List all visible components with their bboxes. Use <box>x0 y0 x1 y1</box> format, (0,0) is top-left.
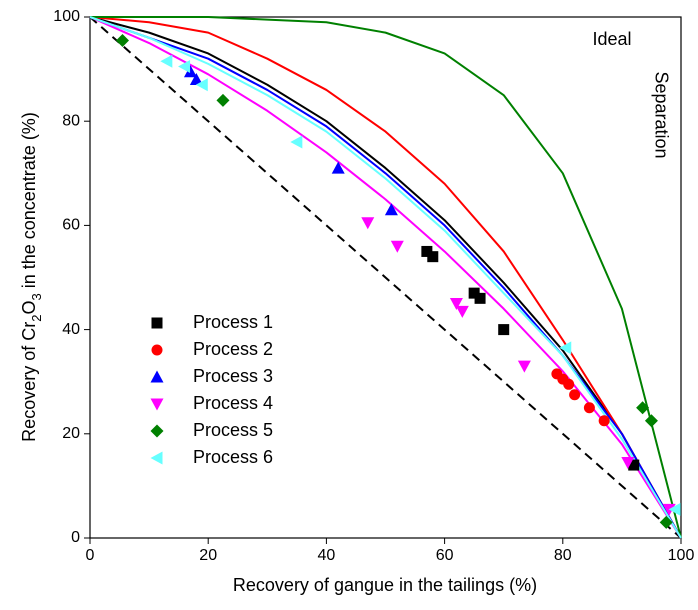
y-tick-label: 60 <box>62 217 80 234</box>
data-point <box>559 341 572 355</box>
legend-label: Process 3 <box>193 366 273 386</box>
data-point <box>216 93 230 107</box>
y-axis-label-part: 2 <box>29 315 44 322</box>
data-point <box>195 78 208 92</box>
data-point <box>183 65 197 78</box>
fit-curve <box>90 16 682 539</box>
data-point <box>331 161 345 174</box>
data-point <box>644 414 658 428</box>
fit-curve <box>89 16 682 539</box>
y-tick-label: 80 <box>62 112 80 129</box>
legend-marker <box>150 424 164 438</box>
legend-label: Process 1 <box>193 312 273 332</box>
data-point <box>659 515 673 529</box>
data-point <box>178 59 191 73</box>
fit-curve <box>89 16 682 539</box>
plot-frame <box>89 16 682 539</box>
legend-marker <box>151 317 163 329</box>
data-point <box>621 456 635 469</box>
legend-label: Process 4 <box>193 393 273 413</box>
y-axis-label-part: Recovery of Cr <box>19 322 39 442</box>
x-tick-label: 100 <box>668 547 695 564</box>
data-point <box>384 203 398 216</box>
data-point <box>427 251 439 263</box>
data-point <box>636 401 650 415</box>
data-point <box>390 240 404 253</box>
data-point <box>449 298 463 311</box>
fit-curve <box>89 16 682 539</box>
y-tick-label: 0 <box>71 529 80 546</box>
data-point <box>290 135 303 149</box>
annotation: Separation <box>651 71 671 158</box>
data-point <box>517 360 531 373</box>
y-tick-label: 40 <box>62 321 80 338</box>
x-tick-label: 60 <box>436 547 454 564</box>
data-point <box>563 378 575 390</box>
data-point <box>361 217 375 230</box>
x-tick-label: 0 <box>86 547 95 564</box>
data-point <box>160 54 173 68</box>
legend-marker <box>150 370 164 383</box>
data-point <box>569 389 581 401</box>
data-point <box>668 502 681 516</box>
x-axis-label: Recovery of gangue in the tailings (%) <box>233 575 537 595</box>
legend-label: Process 6 <box>193 447 273 467</box>
legend-marker <box>150 451 163 465</box>
y-tick-label: 20 <box>62 425 80 442</box>
annotation: Ideal <box>592 29 631 49</box>
data-point <box>498 324 510 336</box>
x-tick-label: 80 <box>554 547 572 564</box>
x-tick-label: 20 <box>199 547 217 564</box>
legend-label: Process 2 <box>193 339 273 359</box>
data-point <box>474 292 486 304</box>
data-point <box>598 415 610 427</box>
data-point <box>583 402 595 414</box>
y-tick-label: 100 <box>53 8 80 25</box>
data-point <box>455 305 469 318</box>
legend-marker <box>151 344 163 356</box>
x-tick-label: 40 <box>318 547 336 564</box>
y-axis-label-part: O <box>19 301 39 315</box>
y-axis-label: Recovery of Cr2O3 in the concentrate (%) <box>19 112 44 442</box>
y-axis-label-part: in the concentrate (%) <box>19 112 39 293</box>
y-axis-label-part: 3 <box>29 293 44 300</box>
reference-line <box>89 16 682 539</box>
legend-marker <box>150 398 164 411</box>
data-point <box>116 33 130 47</box>
data-point <box>189 73 203 86</box>
fit-curve <box>89 16 682 539</box>
data-point <box>662 503 676 516</box>
legend-label: Process 5 <box>193 420 273 440</box>
